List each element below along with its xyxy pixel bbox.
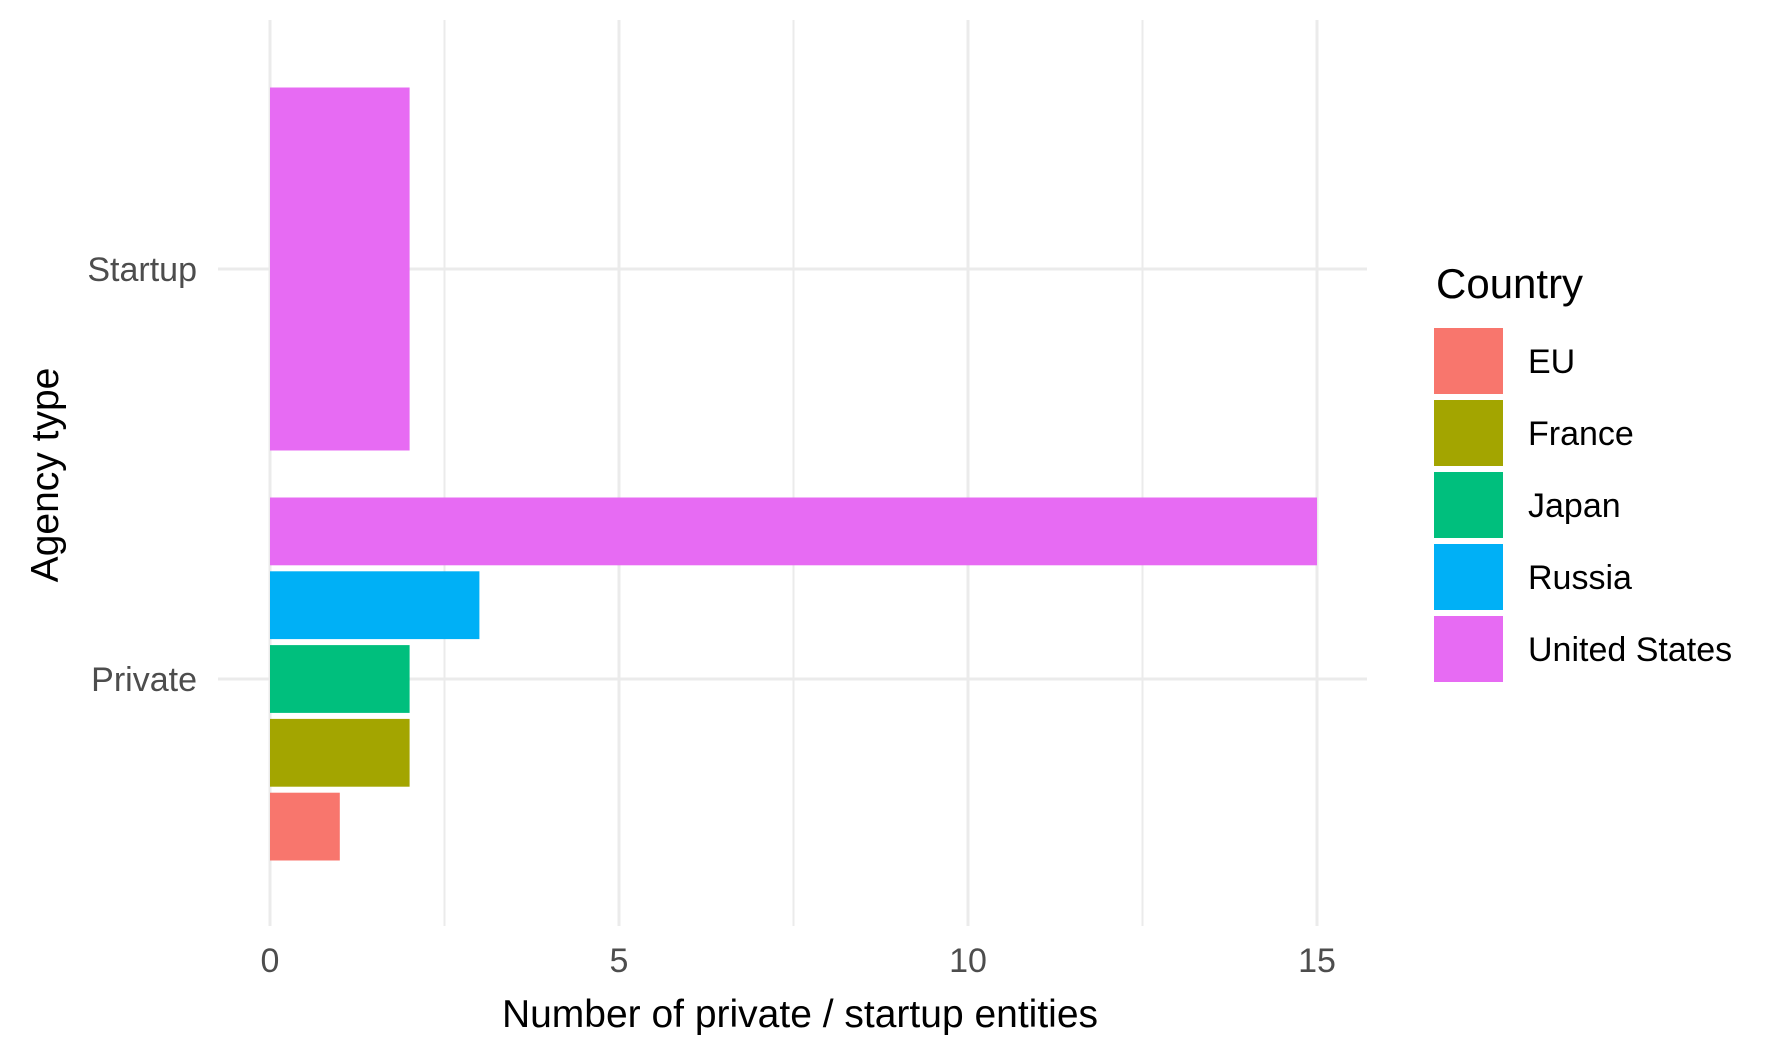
- legend: Country EU France Japan Russia United States: [1434, 260, 1732, 682]
- x-tick-label: 15: [1298, 942, 1336, 980]
- legend-swatch: [1434, 328, 1503, 394]
- legend-label: France: [1528, 415, 1634, 453]
- bar-private-russia: [270, 571, 480, 640]
- legend-item: EU: [1434, 328, 1575, 394]
- bar-private-united-states: [270, 497, 1317, 566]
- legend-label: Russia: [1528, 559, 1632, 597]
- x-axis-ticks: 0 5 10 15: [261, 942, 1336, 980]
- legend-label: United States: [1528, 631, 1732, 669]
- legend-item: United States: [1434, 616, 1732, 682]
- legend-swatch: [1434, 544, 1503, 610]
- y-tick-label: Private: [91, 661, 197, 699]
- x-tick-label: 5: [610, 942, 629, 980]
- x-tick-label: 0: [261, 942, 280, 980]
- y-tick-label: Startup: [87, 251, 197, 289]
- legend-item: Japan: [1434, 472, 1621, 538]
- x-axis-title: Number of private / startup entities: [502, 993, 1098, 1036]
- bar-startup-united-states: [270, 87, 410, 451]
- bar-private-japan: [270, 645, 410, 713]
- legend-swatch: [1434, 400, 1503, 466]
- legend-item: Russia: [1434, 544, 1632, 610]
- legend-item: France: [1434, 400, 1634, 466]
- bar-private-eu: [270, 792, 340, 861]
- bars: [270, 87, 1317, 861]
- y-axis-title: Agency type: [24, 368, 67, 583]
- legend-swatch: [1434, 616, 1503, 682]
- legend-swatch: [1434, 472, 1503, 538]
- grid: [218, 20, 1367, 926]
- y-axis-ticks: Private Startup: [87, 251, 197, 699]
- x-tick-label: 10: [949, 942, 987, 980]
- legend-title: Country: [1436, 260, 1583, 307]
- bar-private-france: [270, 718, 410, 787]
- legend-label: Japan: [1528, 487, 1621, 525]
- legend-label: EU: [1528, 343, 1575, 381]
